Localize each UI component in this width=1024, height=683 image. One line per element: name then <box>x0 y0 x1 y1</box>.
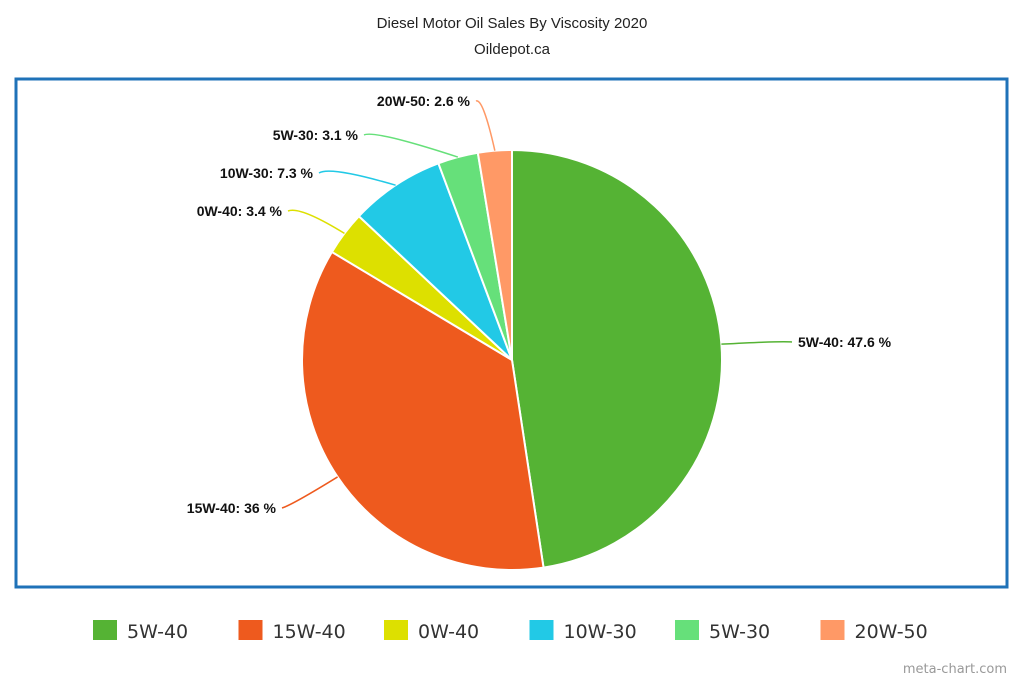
chart-title: Diesel Motor Oil Sales By Viscosity 2020 <box>377 15 648 32</box>
legend-swatch <box>529 620 554 640</box>
legend-item[interactable]: 0W-40 <box>418 621 479 643</box>
leader-line <box>475 100 496 151</box>
legend-item[interactable]: 5W-30 <box>709 621 770 643</box>
data-label: 5W-30: 3.1 % <box>273 127 359 143</box>
pie-slice-5w-40 <box>511 148 723 569</box>
leader-line <box>281 476 338 509</box>
legend-item[interactable]: 5W-40 <box>127 621 188 643</box>
chart-subtitle: Oildepot.ca <box>474 41 551 58</box>
data-label: 15W-40: 36 % <box>187 500 277 516</box>
legend-swatch <box>675 620 699 640</box>
leader-line <box>363 133 459 158</box>
legend-swatch <box>384 620 408 640</box>
legend-item[interactable]: 20W-50 <box>855 621 928 643</box>
leader-line <box>721 341 793 345</box>
data-label: 10W-30: 7.3 % <box>220 165 314 181</box>
legend-swatch <box>820 620 845 640</box>
legend-swatch <box>93 620 117 640</box>
data-label: 5W-40: 47.6 % <box>798 334 892 350</box>
leader-line <box>287 209 345 235</box>
legend-swatch <box>238 620 263 640</box>
legend-item[interactable]: 15W-40 <box>273 621 346 643</box>
data-label: 0W-40: 3.4 % <box>197 203 283 219</box>
credit: meta-chart.com <box>903 662 1007 677</box>
legend-item[interactable]: 10W-30 <box>564 621 637 643</box>
data-label: 20W-50: 2.6 % <box>377 93 471 109</box>
leader-line <box>318 170 396 186</box>
